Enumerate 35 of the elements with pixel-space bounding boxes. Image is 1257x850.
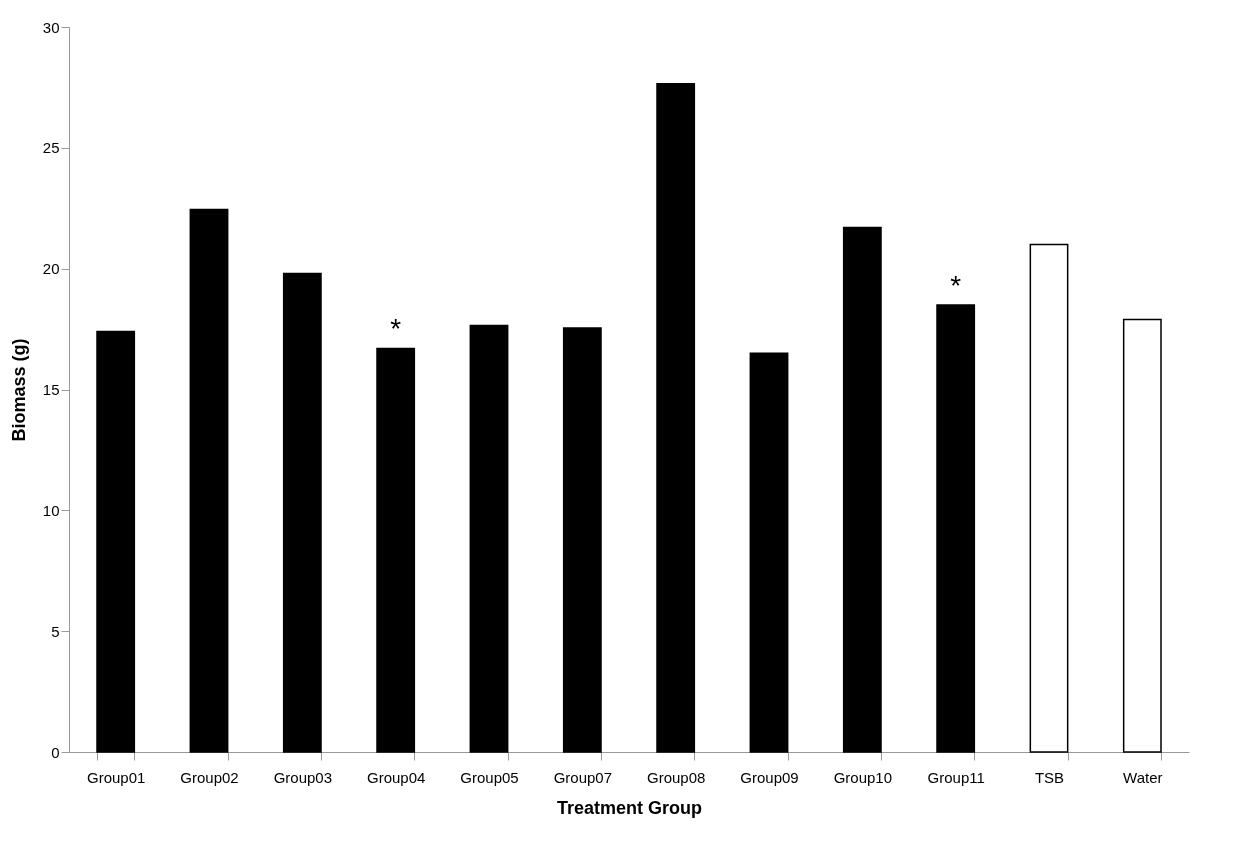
x-tick-label: Group07 xyxy=(553,768,613,786)
bar xyxy=(749,352,789,753)
x-tick-label: TSB xyxy=(1034,768,1065,786)
y-axis-title: Biomass (g) xyxy=(8,338,29,442)
y-tick-label: 5 xyxy=(51,622,60,640)
x-tick-label: Group09 xyxy=(740,768,799,786)
bar xyxy=(1029,243,1069,753)
bar xyxy=(376,347,416,753)
x-tick-label: Group01 xyxy=(86,768,146,786)
annotation: * xyxy=(390,313,402,345)
bar xyxy=(656,83,696,753)
bar xyxy=(189,208,229,753)
x-tick-label: Group08 xyxy=(646,768,706,786)
y-tick-label: 0 xyxy=(51,743,60,761)
y-tick-label: 15 xyxy=(42,381,60,398)
x-tick-label: Group11 xyxy=(927,768,985,786)
y-tick-label: 20 xyxy=(42,260,60,278)
x-tick-label: Group10 xyxy=(833,768,893,786)
x-tick-label: Group02 xyxy=(180,768,239,786)
bar xyxy=(1122,318,1162,753)
x-axis-title: Treatment Group xyxy=(556,797,703,818)
x-tick-label: Group04 xyxy=(366,768,426,786)
bar xyxy=(936,304,976,753)
bar xyxy=(96,330,136,753)
y-tick-label: 25 xyxy=(42,139,60,157)
x-tick-label: Water xyxy=(1123,768,1163,786)
annotation: * xyxy=(950,269,962,301)
bar xyxy=(562,327,602,753)
bar xyxy=(282,272,322,753)
bar xyxy=(842,226,882,753)
bar xyxy=(469,324,509,753)
x-tick-label: Group03 xyxy=(273,768,333,786)
y-tick-label: 30 xyxy=(42,18,60,36)
x-tick-label: Group05 xyxy=(460,768,519,786)
y-tick-label: 10 xyxy=(42,501,60,519)
